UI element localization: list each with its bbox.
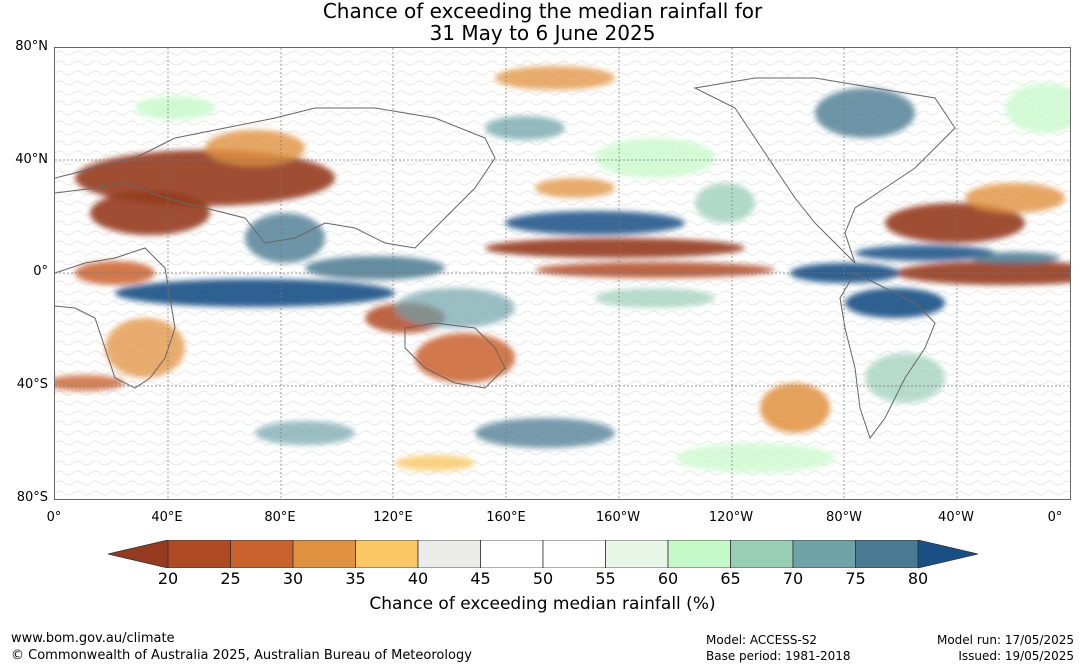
footer-copyright: © Commonwealth of Australia 2025, Austra…	[11, 648, 472, 663]
rainfall-map-graphic	[55, 48, 1070, 499]
colorbar-segment	[855, 540, 919, 568]
colorbar-segment	[480, 540, 544, 568]
colorbar-tick-label: 75	[845, 569, 866, 588]
colorbar-segment	[292, 540, 356, 568]
colorbar-tick-label: 45	[470, 569, 491, 588]
colorbar-label: Chance of exceeding median rainfall (%)	[369, 594, 716, 614]
lat-label-80n: 80°N	[15, 39, 48, 54]
colorbar-tick-label: 25	[220, 569, 241, 588]
colorbar-tick-label: 40	[407, 569, 429, 588]
colorbar-extend-high	[917, 540, 978, 568]
colorbar	[108, 540, 978, 568]
colorbar-segment	[667, 540, 731, 568]
colorbar-tick-label: 70	[782, 569, 804, 588]
lon-label-160w: 160°W	[595, 510, 641, 525]
colorbar-tick-label: 50	[532, 569, 554, 588]
footer-website: www.bom.gov.au/climate	[11, 631, 175, 646]
lon-label-80e: 80°E	[264, 510, 296, 525]
lon-label-80w: 80°W	[826, 510, 862, 525]
coastlines	[55, 77, 956, 440]
colorbar-tick-label: 60	[657, 569, 679, 588]
map-title: Chance of exceeding the median rainfall …	[0, 0, 1085, 44]
colorbar-extend-low	[108, 540, 169, 568]
lon-label-160e: 160°E	[486, 510, 526, 525]
lat-label-40s: 40°S	[16, 377, 48, 392]
colorbar-segment	[230, 540, 294, 568]
lat-label-40n: 40°N	[15, 152, 48, 167]
footer-model: Model: ACCESS-S2	[706, 633, 818, 647]
footer-base-period: Base period: 1981-2018	[706, 649, 851, 663]
title-line-1: Chance of exceeding the median rainfall …	[322, 0, 763, 23]
colorbar-segment	[355, 540, 419, 568]
colorbar-tick-label: 35	[345, 569, 366, 588]
colorbar-segment	[542, 540, 606, 568]
colorbar-tick-label: 80	[907, 569, 929, 588]
footer-issued: Issued: 19/05/2025	[958, 649, 1074, 663]
colorbar-tick-label: 30	[282, 569, 304, 588]
graticule	[55, 48, 1070, 499]
title-line-2: 31 May to 6 June 2025	[429, 21, 656, 45]
lon-label-120e: 120°E	[373, 510, 413, 525]
colorbar-segment	[417, 540, 481, 568]
lon-label-40e: 40°E	[151, 510, 183, 525]
colorbar-segment	[167, 540, 231, 568]
lat-label-eq: 0°	[33, 264, 48, 279]
lon-label-120w: 120°W	[708, 510, 754, 525]
lon-label-40w: 40°W	[938, 510, 974, 525]
rainfall-map	[54, 47, 1071, 500]
colorbar-tick-label: 20	[157, 569, 179, 588]
footer-model-run: Model run: 17/05/2025	[936, 633, 1074, 647]
lon-label-0: 0°	[46, 510, 62, 525]
colorbar-tick-label: 55	[595, 569, 616, 588]
lon-label-0-end: 0°	[1047, 510, 1063, 525]
colorbar-segment	[730, 540, 794, 568]
colorbar-segment	[792, 540, 856, 568]
lat-label-80s: 80°S	[16, 490, 48, 505]
colorbar-segment	[605, 540, 669, 568]
colorbar-tick-label: 65	[720, 569, 741, 588]
